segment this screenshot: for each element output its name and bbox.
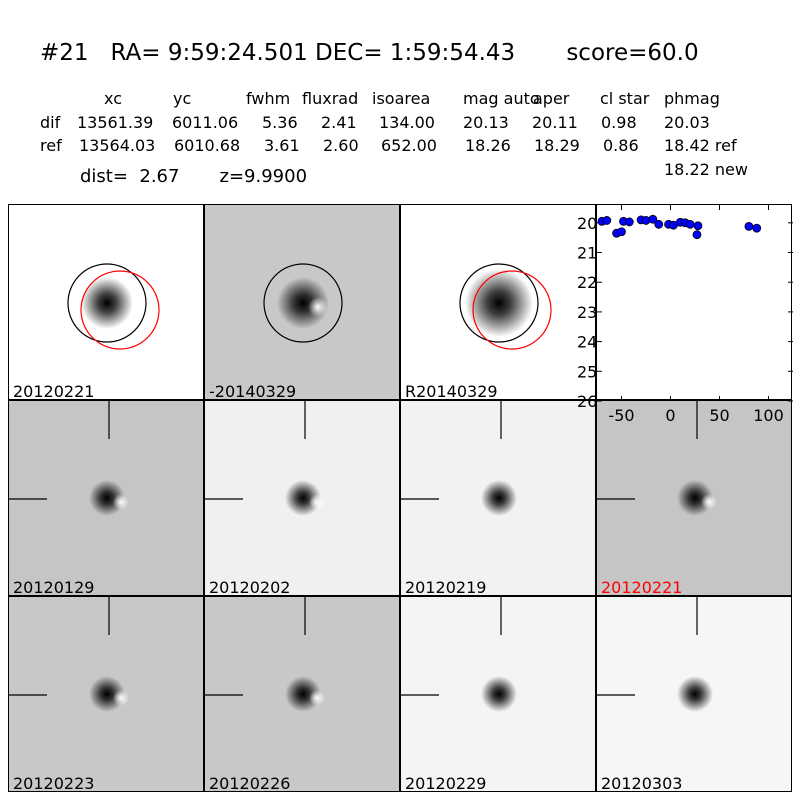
- data-point: [617, 227, 626, 237]
- column-header: phmag: [664, 89, 720, 108]
- source-residual: [308, 297, 328, 317]
- aperture-circle: [459, 263, 539, 343]
- panel-date-label: 20120303: [601, 774, 683, 792]
- table-cell: 652.00: [381, 136, 437, 155]
- table-cell: 13561.39: [77, 113, 154, 132]
- column-header: fwhm: [246, 89, 291, 108]
- cutout-panel: -20140329: [204, 204, 400, 400]
- aperture-circle: [67, 263, 147, 343]
- stamp-panel: 20120229: [400, 596, 596, 792]
- panel-date-label: 20120226: [209, 774, 291, 792]
- row-name: ref: [40, 136, 62, 155]
- source-residual: [309, 494, 325, 510]
- x-tick-label: 50: [709, 406, 729, 425]
- table-cell: 18.26: [465, 136, 511, 155]
- x-tick-label: 0: [665, 406, 675, 425]
- data-point: [648, 214, 658, 224]
- table-cell: 20.13: [463, 113, 509, 132]
- panel-date-label: -20140329: [209, 382, 297, 400]
- table-cell: 18.29: [534, 136, 580, 155]
- panel-date-label: 20120221: [13, 382, 95, 400]
- column-header: aper: [533, 89, 570, 108]
- aperture-circle: [263, 263, 343, 343]
- stamp-panel: 20120226: [204, 596, 400, 792]
- stamp-panel: 20120223: [8, 596, 204, 792]
- column-header: mag auto: [463, 89, 540, 108]
- table-cell: 13564.03: [79, 136, 156, 155]
- cutout-panel: R20140329: [400, 204, 596, 400]
- source-blob: [677, 676, 713, 712]
- panel-date-label: 20120221: [601, 578, 683, 596]
- y-tick-label: 22: [577, 273, 597, 292]
- table-cell: 2.60: [323, 136, 359, 155]
- column-header: yc: [173, 89, 192, 108]
- table-cell: 0.98: [601, 113, 637, 132]
- cutout-panel: 20120221: [8, 204, 204, 400]
- y-tick-label: 20: [577, 214, 597, 233]
- table-cell: 5.36: [262, 113, 298, 132]
- table-cell: 3.61: [264, 136, 300, 155]
- source-residual: [701, 494, 717, 510]
- reference-circle: [80, 270, 160, 350]
- data-point: [693, 221, 703, 231]
- page-title: #21 RA= 9:59:24.501 DEC= 1:59:54.43 scor…: [40, 40, 699, 66]
- y-tick-label: 23: [577, 303, 597, 322]
- data-point: [624, 217, 634, 227]
- panel-date-label: 20120202: [209, 578, 291, 596]
- table-cell: 18.42 ref: [664, 136, 737, 155]
- panel-date-label: R20140329: [405, 382, 498, 400]
- data-point: [744, 221, 754, 231]
- y-tick-label: 26: [577, 392, 597, 411]
- y-tick-label: 21: [577, 244, 597, 263]
- panel-date-label: 20120219: [405, 578, 487, 596]
- source-blob: [81, 277, 133, 329]
- stamp-panel: 20120129: [8, 400, 204, 596]
- data-point: [752, 223, 762, 233]
- distance-redshift-line: dist= 2.67 z=9.9900: [80, 166, 308, 187]
- panel-date-label: 20120229: [405, 774, 487, 792]
- column-header: xc: [104, 89, 122, 108]
- data-point: [685, 219, 695, 229]
- table-cell: 134.00: [379, 113, 435, 132]
- table-cell: 6010.68: [174, 136, 241, 155]
- table-cell: 20.03: [664, 113, 710, 132]
- stamp-panel: 20120202: [204, 400, 400, 596]
- table-cell: 6011.06: [172, 113, 239, 132]
- panel-date-label: 20120223: [13, 774, 95, 792]
- stamp-panel: 20120219: [400, 400, 596, 596]
- y-tick-label: 24: [577, 333, 597, 352]
- reference-circle: [472, 270, 552, 350]
- row-name: dif: [40, 113, 61, 132]
- x-tick-label: 100: [753, 406, 784, 425]
- lightcurve-plot: 20 21 22 23 24 25 26 -50 0 50 100: [577, 204, 793, 425]
- source-blob: [481, 676, 517, 712]
- column-header: cl star: [600, 89, 650, 108]
- new-magnitude: 18.22 new: [664, 160, 748, 179]
- data-point: [654, 219, 664, 229]
- column-header: fluxrad: [302, 89, 359, 108]
- data-point: [602, 216, 612, 225]
- y-tick-label: 25: [577, 362, 597, 381]
- panel-date-label: 20120129: [13, 578, 95, 596]
- source-blob: [465, 269, 533, 337]
- data-point: [692, 230, 702, 240]
- stamp-panel: 20120221: [596, 400, 792, 596]
- table-cell: 2.41: [321, 113, 357, 132]
- table-cell: 20.11: [532, 113, 578, 132]
- column-header: isoarea: [372, 89, 431, 108]
- source-blob: [481, 480, 517, 516]
- table-cell: 0.86: [603, 136, 639, 155]
- source-residual: [113, 494, 129, 510]
- stamp-panel: 20120303: [596, 596, 792, 792]
- source-residual: [309, 690, 325, 706]
- source-residual: [113, 690, 129, 706]
- x-tick-label: -50: [608, 406, 634, 425]
